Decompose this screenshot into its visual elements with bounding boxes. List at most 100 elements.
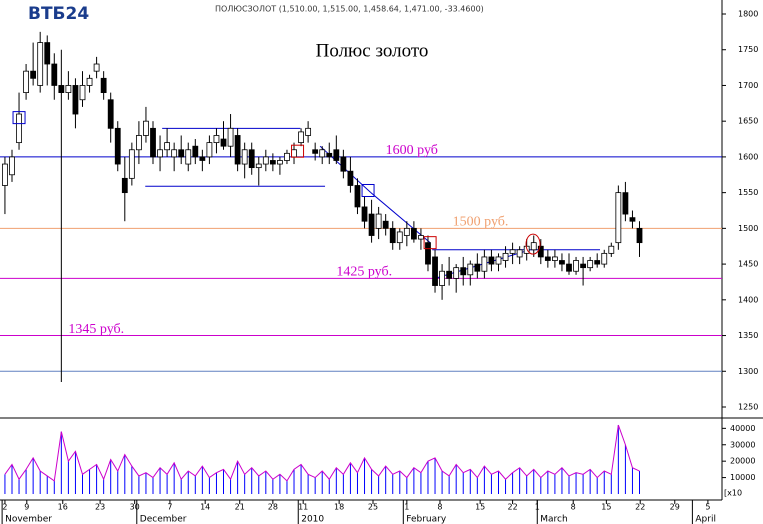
candle-body <box>234 135 241 165</box>
x-tick-label: 14 <box>200 503 210 512</box>
y2-tick-label: 10000 <box>730 473 755 482</box>
x-tick-label: 30 <box>130 503 140 512</box>
x-tick-label: 15 <box>601 503 611 512</box>
y-tick-label: 1700 <box>738 81 758 90</box>
y-tick-label: 1800 <box>738 10 758 19</box>
candle-body <box>72 85 79 115</box>
x-tick-label: 21 <box>235 503 245 512</box>
candle-body <box>530 242 537 251</box>
level-label: 1500 руб. <box>453 215 509 230</box>
candle-body <box>227 127 234 147</box>
candle-body <box>453 267 460 279</box>
marker <box>525 233 541 255</box>
candle-body <box>410 227 417 240</box>
candle-body <box>220 138 227 147</box>
y2-tick-label: 40000 <box>730 424 755 433</box>
y-tick-label: 1350 <box>738 331 758 340</box>
x-tick-label: 22 <box>507 503 517 512</box>
candle-body <box>37 42 44 86</box>
candle-body <box>544 256 551 261</box>
candle-body <box>248 149 255 169</box>
candle-body <box>199 156 206 161</box>
candle-body <box>206 142 213 158</box>
candle-body <box>143 120 149 136</box>
logo: ВТБ24 <box>28 4 89 24</box>
candle-body <box>432 256 438 286</box>
candle-body <box>403 227 410 236</box>
candle-body <box>361 206 368 222</box>
candle-body <box>185 149 192 165</box>
x-tick-label: 9 <box>24 503 29 512</box>
candle-body <box>312 149 319 154</box>
candle-body <box>368 213 375 236</box>
candle-body <box>425 242 431 265</box>
candle-body <box>340 156 347 172</box>
candle-body <box>171 149 178 158</box>
candle-body <box>305 127 312 136</box>
candle-body <box>629 217 636 222</box>
volume-line <box>4 424 640 482</box>
marker <box>423 236 437 250</box>
y-tick-label: 1600 <box>738 152 758 161</box>
x-tick-label: 29 <box>670 503 680 512</box>
candle-body <box>30 70 37 79</box>
candle-body <box>615 192 622 244</box>
candle-body <box>277 160 283 165</box>
candle-body <box>255 163 262 169</box>
candle-body <box>460 267 467 276</box>
y-tick-label: 1250 <box>738 402 758 411</box>
candle-body <box>213 135 220 144</box>
candle-body <box>164 142 171 151</box>
candle-body <box>51 63 58 86</box>
candle-body <box>375 213 382 229</box>
candle-body <box>262 156 269 165</box>
y-tick-label: 1450 <box>738 260 758 269</box>
candle-body <box>44 42 51 65</box>
x-tick-label: 11 <box>298 503 308 512</box>
month-label: November <box>5 515 52 524</box>
candle-body <box>157 149 163 158</box>
y-tick-label: 1550 <box>738 188 758 197</box>
x-tick-label: 16 <box>58 503 68 512</box>
candle-body <box>319 149 326 158</box>
candle-body <box>481 256 488 272</box>
candle-body <box>291 149 297 158</box>
candle-body <box>636 227 643 244</box>
candle-body <box>509 249 516 254</box>
candle-body <box>241 149 248 165</box>
candle-body <box>65 85 72 94</box>
x-tick-label: 7 <box>167 503 172 512</box>
month-label: 2010 <box>301 515 324 524</box>
candle-body <box>559 260 565 265</box>
volume-scale-label: [x10 <box>724 489 742 498</box>
candle-body <box>573 260 579 272</box>
candle-body <box>269 160 276 165</box>
candle-body <box>86 77 93 86</box>
marker <box>361 183 375 197</box>
x-tick-label: 8 <box>571 503 576 512</box>
y-tick-label: 1500 <box>738 224 758 233</box>
candle-body <box>418 235 424 240</box>
trend-line <box>370 192 431 244</box>
x-tick-label: 25 <box>368 503 378 512</box>
candle-body <box>58 85 65 94</box>
level-label: 1345 руб. <box>68 322 124 337</box>
y-tick-label: 1300 <box>738 367 758 376</box>
candle-body <box>594 260 601 265</box>
candle-body <box>9 156 15 176</box>
y-tick-label: 1400 <box>738 295 758 304</box>
candle-body <box>100 77 107 94</box>
candle-body <box>446 270 453 279</box>
month-label: March <box>540 515 567 524</box>
candle-body <box>587 260 594 269</box>
chart-title: Полюс золото <box>316 40 429 61</box>
header: ПОЛЮСЗОЛОТ (1,510.00, 1,515.00, 1,458.64… <box>215 5 484 14</box>
candle-body <box>114 127 121 165</box>
month-label: February <box>406 515 447 524</box>
x-tick-label: 8 <box>437 503 442 512</box>
candle-body <box>150 127 156 158</box>
candle-body <box>502 252 509 261</box>
candle-body <box>178 149 185 158</box>
